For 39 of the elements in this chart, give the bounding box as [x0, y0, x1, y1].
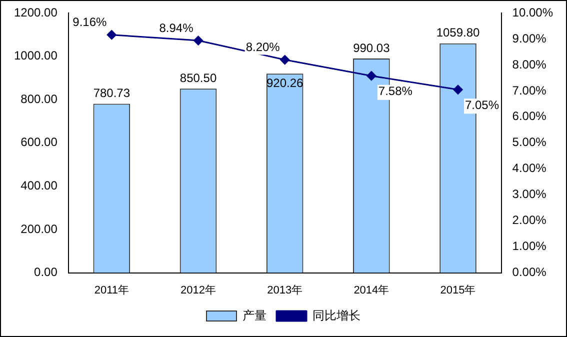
y2-tick-label: 9.00%	[512, 31, 547, 46]
y2-tick-label: 2.00%	[512, 213, 547, 228]
y2-tick-label: 8.00%	[512, 57, 547, 72]
data-label: 850.50	[180, 70, 217, 85]
y-tick-label: 0.00	[34, 265, 58, 280]
y2-tick-label: 1.00%	[512, 239, 547, 254]
data-label: 8.94%	[159, 20, 194, 35]
y2-tick-label: 0.00%	[512, 265, 547, 280]
point	[453, 84, 463, 94]
y-tick-label: 400.00	[20, 178, 58, 193]
y-tick-label: 1000.00	[14, 48, 58, 63]
legend-label: 同比增长	[312, 308, 360, 322]
y-tick-label: 600.00	[20, 135, 58, 150]
y-tick-label: 200.00	[20, 222, 58, 236]
y2-tick-label: 6.00%	[512, 109, 547, 124]
y-tick-label: 1200.00	[14, 5, 58, 20]
data-label: 1059.80	[436, 26, 480, 40]
y2-tick-label: 10.00%	[512, 5, 554, 20]
x-tick-label: 2014年	[354, 284, 390, 296]
legend-label: 产量	[242, 308, 266, 322]
data-label: 990.03	[353, 40, 390, 55]
x-tick-label: 2013年	[267, 284, 303, 296]
point	[366, 71, 376, 81]
data-label: 780.73	[93, 86, 130, 100]
point	[194, 36, 204, 46]
x-tick-label: 2015年	[440, 284, 476, 296]
point	[106, 30, 116, 40]
point	[280, 55, 290, 65]
y2-tick-label: 4.00%	[512, 161, 547, 176]
y2-tick-label: 7.00%	[512, 83, 547, 98]
y2-tick-label: 5.00%	[512, 135, 547, 150]
data-label: 9.16%	[72, 15, 108, 30]
data-label: 7.58%	[378, 84, 413, 98]
data-label: 7.05%	[464, 98, 500, 112]
y-tick-label: 800.00	[20, 92, 58, 106]
x-tick-label: 2011年	[94, 284, 129, 296]
x-tick-label: 2012年	[180, 284, 216, 296]
data-label: 8.20%	[246, 40, 280, 54]
y2-tick-label: 3.00%	[512, 187, 547, 202]
